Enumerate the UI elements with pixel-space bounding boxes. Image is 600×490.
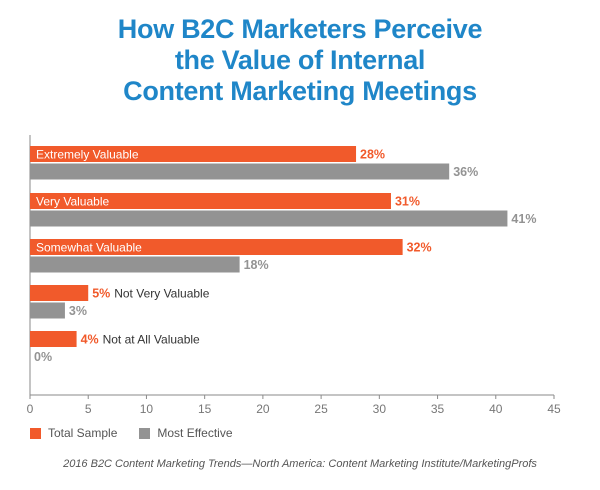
value-label-total: 32%: [407, 241, 432, 255]
bar-chart: 0 5 10 15 20 25 30 35 40 45 28% 36% Extremely Valuab…: [27, 135, 561, 416]
x-tick-label: 40: [489, 402, 503, 416]
title-line-2: the Value of Internal: [174, 45, 426, 75]
bar-most-effective: [30, 163, 450, 180]
value-label-effective: 0%: [34, 350, 52, 364]
value-label-effective: 18%: [244, 258, 269, 272]
value-label-total: 31%: [395, 195, 420, 209]
value-label-total: 28%: [360, 148, 385, 162]
x-tick-label: 20: [256, 402, 270, 416]
bar-total-sample: [30, 146, 357, 162]
legend-item-effective: Most Effective: [139, 426, 233, 440]
value-label-effective: 36%: [453, 165, 478, 179]
bar-total-sample: [30, 331, 77, 347]
legend-label-total: Total Sample: [48, 426, 118, 440]
x-tick-label: 25: [314, 402, 328, 416]
x-tick-label: 35: [431, 402, 445, 416]
legend-swatch-total: [30, 427, 41, 439]
value-label-total: 5%: [92, 287, 110, 301]
legend-swatch-effective: [139, 427, 151, 439]
legend-label-effective: Most Effective: [157, 426, 233, 440]
bar-total-sample: [30, 285, 89, 301]
chart-title: How B2C Marketers Perceive the Value of …: [0, 14, 600, 107]
value-label-total: 4%: [81, 333, 99, 347]
x-tick-label: 30: [373, 402, 387, 416]
source-note: 2016 B2C Content Marketing Trends—North …: [63, 458, 537, 470]
x-tick-label: 10: [140, 402, 154, 416]
x-tick-label: 5: [85, 402, 92, 416]
category-label: Not at All Valuable: [103, 333, 200, 347]
bar-most-effective: [30, 256, 240, 273]
legend-item-total: Total Sample: [30, 426, 117, 440]
bar-most-effective: [30, 302, 65, 319]
title-line-1: How B2C Marketers Perceive: [117, 14, 483, 44]
category-label: Not Very Valuable: [114, 287, 209, 301]
bar-most-effective: [30, 210, 508, 227]
category-label: Somewhat Valuable: [36, 241, 142, 255]
x-tick-label: 45: [547, 402, 561, 416]
category-label: Extremely Valuable: [36, 148, 139, 162]
legend: Total Sample Most Effective: [30, 426, 255, 440]
title-line-3: Content Marketing Meetings: [123, 76, 477, 106]
x-tick-label: 15: [198, 402, 212, 416]
bar-total-sample: [30, 239, 403, 255]
category-label: Very Valuable: [36, 195, 109, 209]
x-tick-label: 0: [27, 402, 34, 416]
value-label-effective: 3%: [69, 304, 87, 318]
bar-total-sample: [30, 193, 391, 209]
value-label-effective: 41%: [511, 212, 536, 226]
